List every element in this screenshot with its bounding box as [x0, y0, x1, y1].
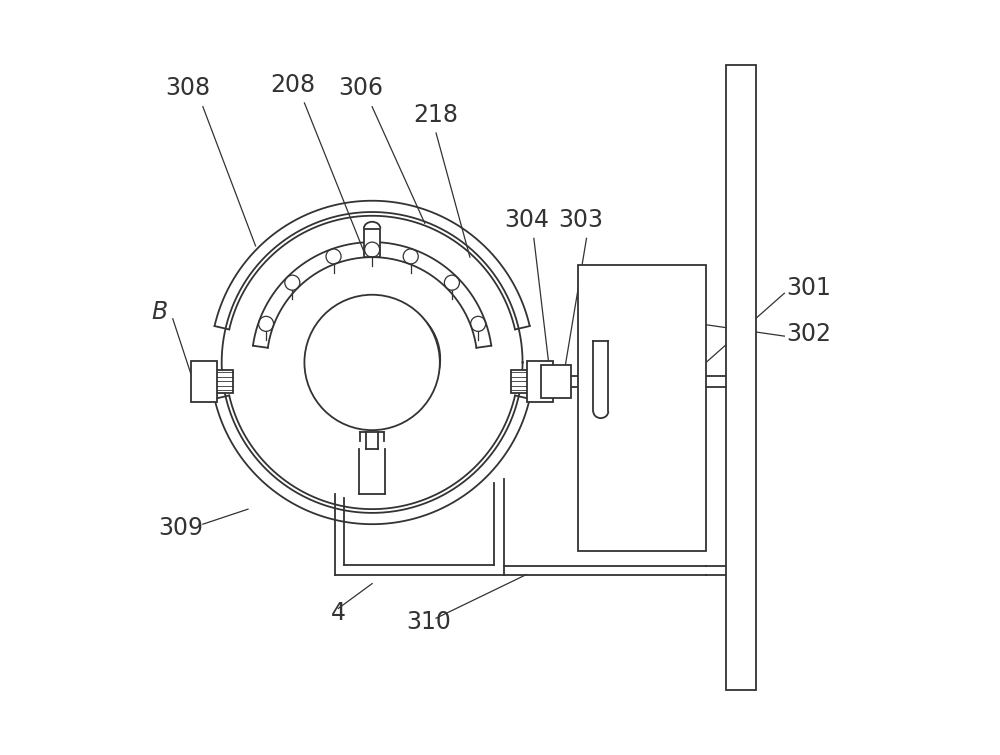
- Circle shape: [304, 294, 440, 430]
- Ellipse shape: [316, 300, 440, 417]
- Text: 301: 301: [786, 276, 831, 300]
- Bar: [527, 361, 553, 402]
- Bar: [541, 365, 571, 398]
- Text: 4: 4: [331, 601, 346, 624]
- Bar: [578, 265, 706, 550]
- Text: 218: 218: [414, 103, 459, 127]
- Text: 308: 308: [165, 76, 210, 100]
- Text: 302: 302: [786, 322, 831, 347]
- Bar: [511, 370, 528, 393]
- Text: 306: 306: [338, 76, 383, 100]
- Text: 310: 310: [406, 611, 451, 634]
- Bar: [191, 361, 217, 402]
- Text: B: B: [151, 300, 167, 324]
- Bar: [216, 370, 233, 393]
- Text: 208: 208: [271, 72, 316, 97]
- Bar: [726, 66, 756, 689]
- Bar: [364, 229, 380, 257]
- Text: 309: 309: [158, 516, 203, 541]
- Text: 303: 303: [559, 208, 604, 232]
- Text: 304: 304: [504, 208, 549, 232]
